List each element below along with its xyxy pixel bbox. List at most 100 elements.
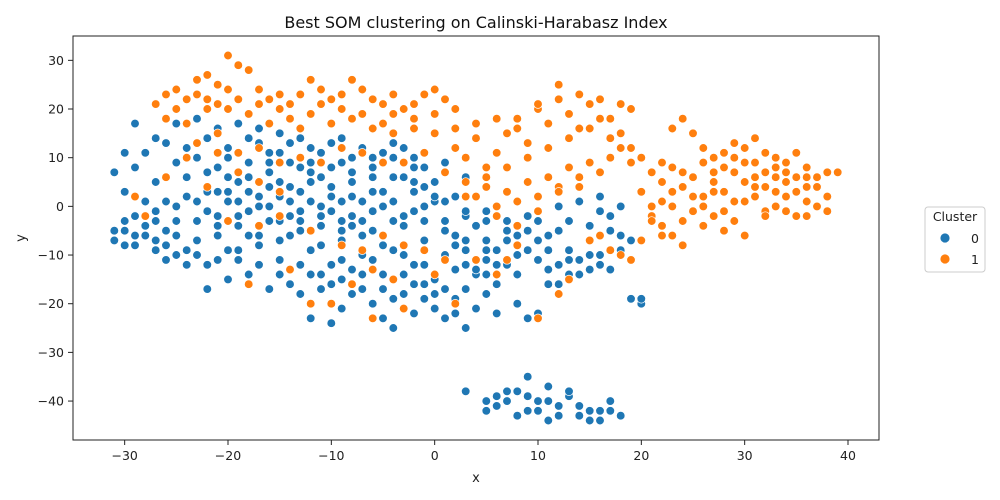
scatter-point-cluster-1 <box>760 148 770 158</box>
scatter-point-cluster-1 <box>337 89 347 100</box>
scatter-point-cluster-1 <box>719 162 729 173</box>
scatter-point-cluster-1 <box>440 167 450 177</box>
scatter-point-cluster-1 <box>822 206 832 216</box>
scatter-point-cluster-1 <box>409 123 419 134</box>
scatter-point-cluster-1 <box>347 279 357 289</box>
scatter-point-cluster-0 <box>481 269 491 280</box>
scatter-point-cluster-0 <box>357 284 367 294</box>
scatter-point-cluster-1 <box>709 187 719 197</box>
legend-title: Cluster <box>933 209 978 224</box>
scatter-point-cluster-1 <box>781 177 791 187</box>
scatter-point-cluster-1 <box>533 191 543 202</box>
scatter-point-cluster-1 <box>202 104 212 114</box>
scatter-point-cluster-1 <box>709 167 719 177</box>
scatter-point-cluster-0 <box>316 269 326 280</box>
scatter-point-cluster-0 <box>275 235 285 246</box>
scatter-point-cluster-1 <box>729 153 739 163</box>
scatter-point-cluster-1 <box>492 269 502 280</box>
scatter-point-cluster-0 <box>316 172 326 182</box>
scatter-point-cluster-0 <box>233 211 243 221</box>
scatter-point-cluster-1 <box>213 99 223 109</box>
scatter-point-cluster-0 <box>264 148 274 158</box>
scatter-point-cluster-0 <box>409 308 419 319</box>
scatter-point-cluster-1 <box>760 211 770 221</box>
scatter-point-cluster-0 <box>306 269 316 280</box>
scatter-point-cluster-0 <box>161 226 171 236</box>
scatter-point-cluster-0 <box>347 177 357 187</box>
legend-marker-0 <box>939 232 951 244</box>
scatter-point-cluster-0 <box>285 138 295 148</box>
scatter-point-cluster-0 <box>151 133 161 143</box>
scatter-point-cluster-1 <box>636 235 646 246</box>
scatter-point-cluster-1 <box>450 299 460 309</box>
scatter-point-cluster-1 <box>430 128 440 138</box>
scatter-point-cluster-0 <box>543 264 553 275</box>
scatter-point-cluster-1 <box>626 157 636 168</box>
y-axis-label: y <box>14 234 29 242</box>
scatter-point-cluster-1 <box>740 143 750 153</box>
scatter-point-cluster-0 <box>461 206 471 216</box>
scatter-point-cluster-1 <box>605 114 615 124</box>
scatter-point-cluster-1 <box>347 75 357 85</box>
scatter-point-cluster-1 <box>595 167 605 177</box>
scatter-point-cluster-0 <box>523 391 533 401</box>
scatter-point-cluster-1 <box>616 99 626 109</box>
scatter-point-cluster-0 <box>492 260 502 270</box>
scatter-point-cluster-0 <box>523 313 533 323</box>
y-tick-label: −20 <box>38 296 64 311</box>
scatter-point-cluster-0 <box>357 196 367 207</box>
scatter-point-cluster-0 <box>275 177 285 187</box>
scatter-point-cluster-1 <box>564 274 574 285</box>
scatter-point-cluster-0 <box>151 216 161 226</box>
scatter-point-cluster-1 <box>574 89 584 100</box>
scatter-point-cluster-1 <box>378 230 388 241</box>
scatter-point-cluster-0 <box>409 279 419 289</box>
scatter-point-cluster-0 <box>368 162 378 173</box>
x-tick-label: 30 <box>737 448 753 463</box>
scatter-point-cluster-1 <box>543 143 553 153</box>
scatter-point-cluster-1 <box>306 75 316 85</box>
scatter-point-cluster-1 <box>492 148 502 158</box>
scatter-point-cluster-1 <box>688 128 698 138</box>
scatter-point-cluster-0 <box>574 196 584 207</box>
scatter-point-cluster-0 <box>440 157 450 168</box>
scatter-point-cluster-1 <box>130 191 140 202</box>
scatter-point-cluster-1 <box>657 230 667 241</box>
scatter-point-cluster-1 <box>781 191 791 202</box>
scatter-point-cluster-0 <box>554 411 564 421</box>
scatter-point-cluster-0 <box>605 264 615 275</box>
scatter-point-cluster-0 <box>419 201 429 212</box>
scatter-point-cluster-0 <box>440 284 450 294</box>
x-tick-label: 40 <box>840 448 856 463</box>
legend-label-1: 1 <box>971 252 979 267</box>
scatter-point-cluster-1 <box>523 153 533 163</box>
scatter-point-cluster-1 <box>388 274 398 285</box>
scatter-point-cluster-0 <box>161 196 171 207</box>
scatter-point-cluster-1 <box>151 99 161 109</box>
scatter-point-cluster-1 <box>326 299 336 309</box>
scatter-point-cluster-0 <box>616 230 626 241</box>
scatter-point-cluster-1 <box>450 123 460 134</box>
scatter-point-cluster-1 <box>667 123 677 134</box>
scatter-point-cluster-1 <box>450 143 460 153</box>
scatter-point-cluster-1 <box>791 187 801 197</box>
scatter-point-cluster-1 <box>492 201 502 212</box>
scatter-point-cluster-1 <box>595 114 605 124</box>
scatter-point-cluster-0 <box>378 148 388 158</box>
scatter-point-cluster-0 <box>368 299 378 309</box>
scatter-point-cluster-1 <box>740 196 750 207</box>
scatter-point-cluster-0 <box>440 313 450 323</box>
scatter-point-cluster-0 <box>616 201 626 212</box>
scatter-point-cluster-1 <box>760 167 770 177</box>
scatter-point-cluster-1 <box>585 99 595 109</box>
scatter-point-cluster-0 <box>264 157 274 168</box>
scatter-point-cluster-0 <box>461 235 471 246</box>
scatter-point-cluster-0 <box>461 260 471 270</box>
scatter-point-cluster-0 <box>450 264 460 275</box>
scatter-point-cluster-0 <box>430 191 440 202</box>
scatter-point-cluster-0 <box>430 303 440 314</box>
scatter-point-cluster-1 <box>554 80 564 90</box>
scatter-point-cluster-0 <box>419 279 429 289</box>
scatter-point-cluster-1 <box>316 157 326 168</box>
scatter-point-cluster-0 <box>264 201 274 212</box>
